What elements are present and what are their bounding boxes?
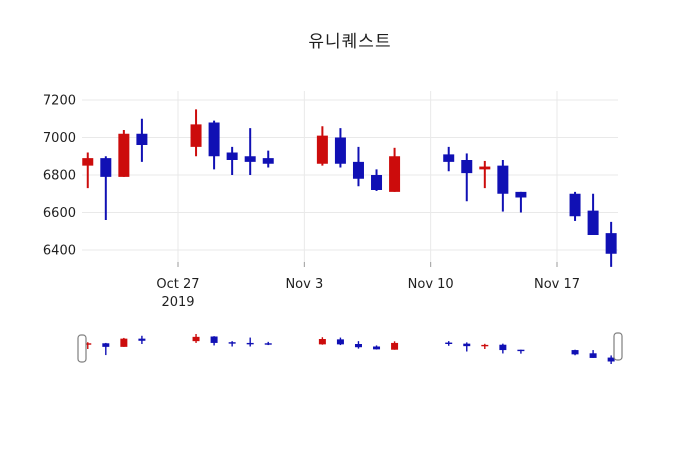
mini-candle-body [120, 338, 128, 347]
mini-candle-body [499, 344, 507, 351]
mini-candle-body [354, 344, 362, 348]
y-axis-tick-label: 6400 [43, 244, 76, 259]
mini-candle-body [264, 343, 272, 345]
mini-candle-body [517, 349, 525, 352]
mini-candle-body [210, 336, 218, 343]
candle-body-down [262, 158, 274, 164]
candle-body-up [118, 133, 130, 177]
mini-candle-body [445, 342, 453, 344]
mini-candle-body [481, 344, 489, 347]
candle-body-down [226, 152, 238, 160]
y-axis-tick-label: 6800 [43, 169, 76, 184]
x-axis-tick-label: Nov 17 [534, 277, 580, 292]
mini-candle-body [192, 336, 200, 342]
candle-body-down [497, 165, 509, 194]
mini-candle-body [138, 338, 146, 341]
mini-candle-body [84, 343, 92, 345]
x-axis-tick-label: Nov 10 [408, 277, 454, 292]
mini-candle-body [391, 342, 399, 350]
mini-candle-body [102, 343, 110, 347]
candle-body-up [190, 124, 202, 147]
y-axis-tick-label: 7000 [43, 131, 76, 146]
mini-candle-body [228, 342, 236, 344]
range-slider-track[interactable] [82, 328, 618, 372]
candle-body-down [244, 156, 256, 162]
candle-body-down [587, 210, 599, 235]
y-axis-tick-label: 6600 [43, 206, 76, 221]
x-axis-tick-label: Oct 27 [156, 277, 199, 292]
candle-body-up [82, 158, 94, 166]
mini-candle-body [571, 350, 579, 355]
y-axis-tick-label: 7200 [43, 94, 76, 109]
mini-candle-body [318, 339, 326, 345]
x-axis-tick-sublabel: 2019 [161, 295, 194, 310]
candle-body-down [605, 233, 617, 254]
mini-candle-body [589, 353, 597, 358]
range-slider-left-handle[interactable] [77, 334, 87, 363]
candle-body-down [515, 191, 527, 198]
candle-body-down [100, 158, 112, 177]
candle-body-down [569, 193, 581, 217]
candle-body-down [136, 133, 148, 145]
candle-body-up [479, 166, 491, 170]
candle-body-down [208, 122, 220, 157]
candle-body-down [461, 160, 473, 174]
candle-body-down [371, 175, 383, 190]
chart-title: 유니퀘스트 [308, 32, 392, 52]
mini-candle-body [607, 357, 615, 362]
candle-body-down [443, 154, 455, 162]
plot-area[interactable] [82, 91, 618, 262]
mini-candle-body [373, 346, 381, 350]
candle-body-down [334, 137, 346, 164]
range-slider-right-handle[interactable] [613, 332, 623, 361]
x-axis-tick-label: Nov 3 [285, 277, 323, 292]
candle-body-up [316, 135, 328, 164]
mini-candle-body [463, 343, 471, 347]
candle-body-down [352, 161, 364, 179]
mini-candle-body [246, 342, 254, 345]
mini-candle-body [336, 339, 344, 345]
candle-body-up [389, 156, 401, 192]
